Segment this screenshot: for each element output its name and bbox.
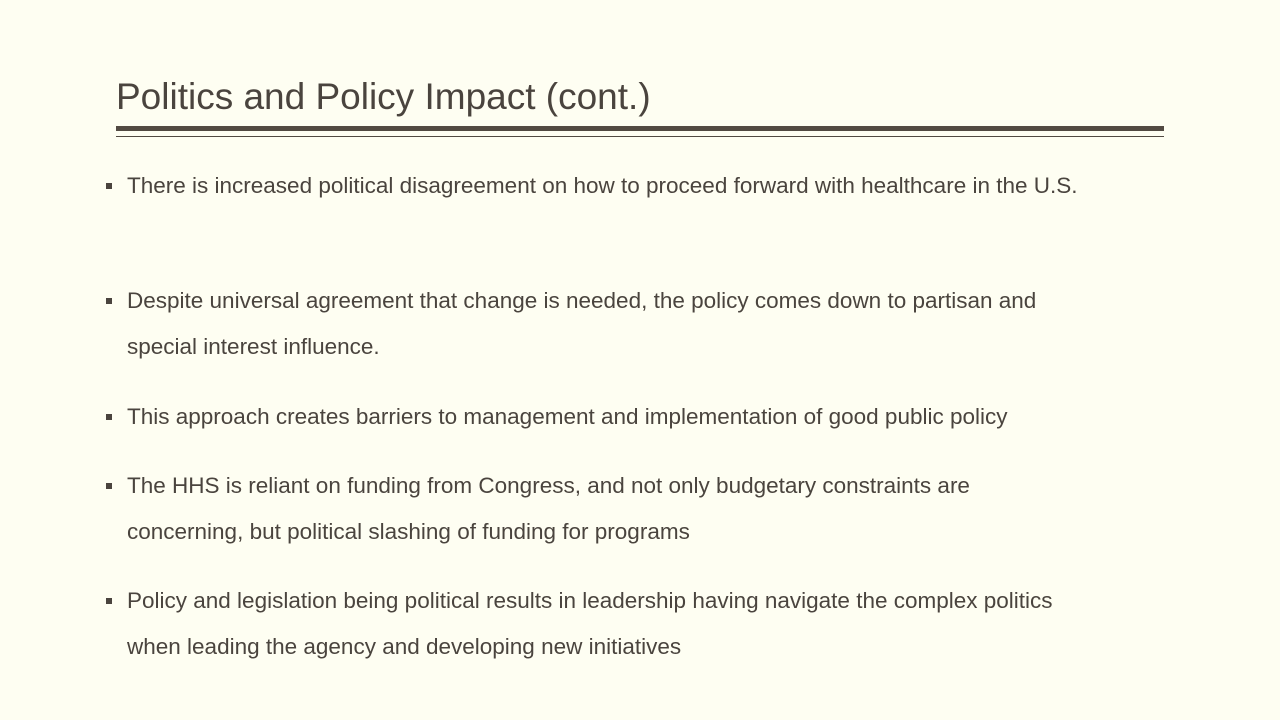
bullet-text: There is increased political disagreemen… — [127, 173, 1078, 198]
bullet-square-icon — [106, 598, 112, 604]
title-rule-thick — [116, 126, 1164, 131]
bullet-square-icon — [106, 414, 112, 420]
bullet-item: There is increased political disagreemen… — [106, 163, 1152, 209]
bullet-text: Despite universal agreement that change … — [127, 288, 1037, 359]
bullet-square-icon — [106, 298, 112, 304]
slide-title: Politics and Policy Impact (cont.) — [116, 76, 651, 117]
bullet-item: Policy and legislation being political r… — [106, 578, 1097, 670]
bullet-item: The HHS is reliant on funding from Congr… — [106, 463, 1087, 555]
bullet-text: This approach creates barriers to manage… — [127, 404, 1008, 429]
bullet-item: This approach creates barriers to manage… — [106, 394, 1167, 440]
bullet-text: The HHS is reliant on funding from Congr… — [127, 473, 970, 544]
bullet-square-icon — [106, 483, 112, 489]
bullet-item: Despite universal agreement that change … — [106, 278, 1112, 370]
bullet-square-icon — [106, 183, 112, 189]
title-rule-thin — [116, 136, 1164, 137]
bullet-text: Policy and legislation being political r… — [127, 588, 1053, 659]
